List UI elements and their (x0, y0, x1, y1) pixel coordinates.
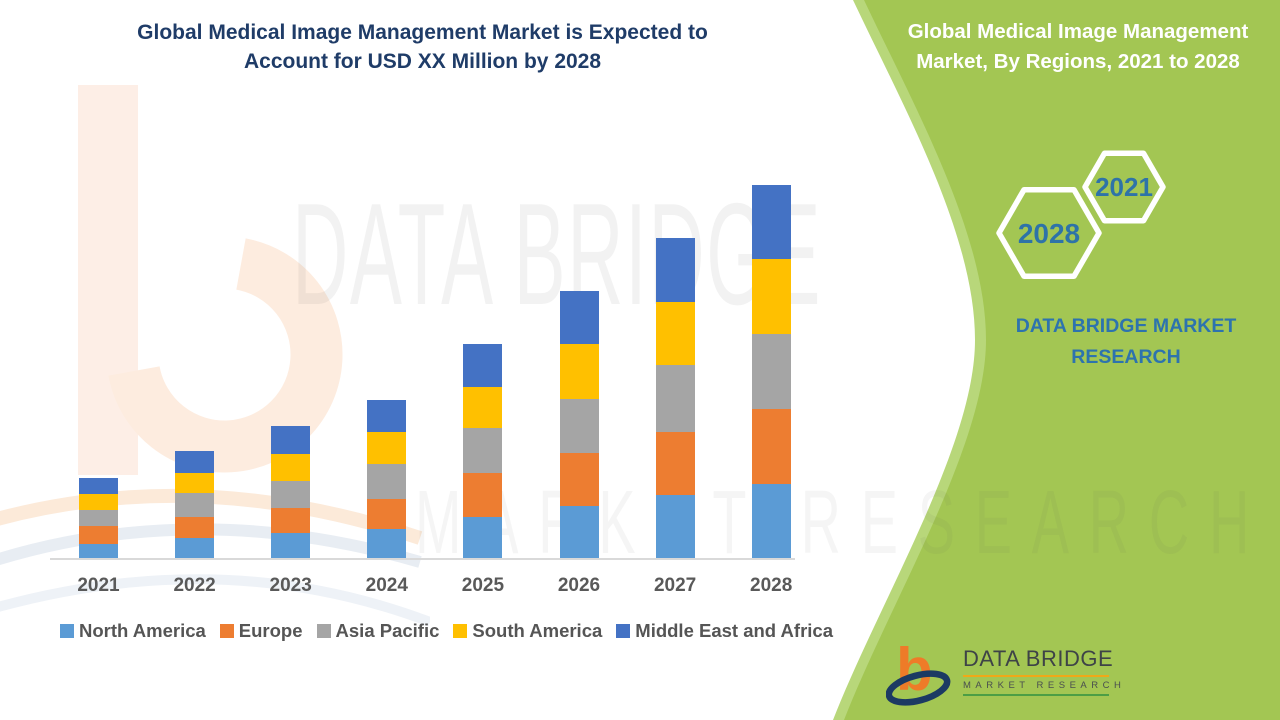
bar-segment-2026-south-america (559, 344, 599, 399)
bar-segment-2022-north-america (175, 538, 215, 559)
bar-segment-2023-south-america (271, 454, 311, 481)
bar-segment-2021-south-america (79, 494, 118, 510)
brand-text-line2: RESEARCH (1071, 346, 1181, 368)
bar-segment-2028-europe (751, 409, 791, 484)
year-hexagons: 2021 2028 (996, 150, 1166, 280)
x-axis-label-2026: 2026 (557, 575, 601, 596)
footer-logo-subtitle: MARKET RESEARCH (963, 680, 1126, 691)
panel-title-line2: Market, By Regions, 2021 to 2028 (916, 50, 1240, 73)
watermark-b-bowl (108, 238, 343, 473)
x-axis-label-2027: 2027 (653, 575, 697, 596)
x-axis-label-2023: 2023 (269, 575, 312, 596)
panel-title-line1: Global Medical Image Management (907, 20, 1249, 43)
hexagon-2028-icon (996, 186, 1102, 280)
footer-logo-rule-orange (963, 675, 1109, 677)
bar-segment-2025-south-america (463, 387, 503, 428)
x-axis-label-2021: 2021 (77, 575, 120, 596)
watermark-swoosh-light (0, 574, 430, 627)
bar-segment-2028-asia-pacific (751, 334, 791, 409)
bar-segment-2025-middle-east-and-africa (463, 344, 503, 387)
bar-segment-2027-europe (655, 432, 695, 495)
bar-segment-2028-south-america (751, 259, 791, 334)
bar-segment-2022-south-america (175, 473, 215, 493)
bar-segment-2021-north-america (79, 544, 118, 559)
bar-segment-2021-asia-pacific (79, 510, 118, 526)
watermark-b-icon (0, 85, 430, 627)
bar-segment-2021-europe (79, 526, 118, 544)
bar-segment-2026-asia-pacific (559, 399, 599, 453)
bar-segment-2024-europe (367, 499, 407, 529)
bar-segment-2022-middle-east-and-africa (175, 451, 215, 473)
x-axis-label-2025: 2025 (461, 575, 505, 596)
hexagon-2021-label: 2021 (1095, 172, 1153, 202)
watermark-text-line1: DATA BRIDGE (292, 173, 823, 336)
legend-item-north-america: North America (60, 620, 206, 642)
bar-segment-2027-middle-east-and-africa (655, 238, 695, 302)
legend: North America Europe Asia Pacific South Ame… (60, 620, 833, 642)
page-title-line2: Account for USD XX Million by 2028 (243, 50, 602, 73)
bar-segment-2026-middle-east-and-africa (559, 291, 599, 344)
green-panel-main (844, 0, 1280, 720)
legend-label: North America (79, 620, 206, 641)
logo-b-glyph: b (896, 636, 933, 703)
bar-segment-2027-south-america (655, 302, 695, 365)
brand-text-line1: DATA BRIDGE MARKET (1015, 315, 1237, 337)
bar-segment-2026-north-america (559, 506, 599, 559)
x-axis-label-2024: 2024 (365, 575, 408, 596)
legend-item-europe: Europe (219, 620, 303, 642)
x-axis-label-2022: 2022 (173, 575, 216, 596)
bar-segment-2024-middle-east-and-africa (367, 400, 407, 432)
x-axis-line (50, 558, 795, 560)
bar-segment-2026-europe (559, 453, 599, 506)
bar-segment-2022-europe (175, 517, 215, 538)
bar-segment-2025-north-america (463, 517, 503, 559)
legend-swatch-icon (316, 624, 331, 638)
hexagon-2021-icon (1082, 150, 1166, 224)
logo-swoosh-icon (886, 670, 951, 706)
legend-swatch-icon (453, 624, 468, 638)
footer-logo-name: DATA BRIDGE (963, 646, 1114, 671)
hexagon-2028-label: 2028 (1018, 218, 1080, 249)
bar-segment-2024-south-america (367, 432, 407, 464)
footer-logo-text: DATA BRIDGE MARKET RESEARCH (963, 634, 1125, 696)
bar-segment-2024-north-america (367, 529, 407, 559)
legend-item-south-america: South America (453, 620, 602, 642)
bar-segment-2027-north-america (655, 495, 695, 559)
footer-logo-rule-green (963, 694, 1109, 696)
legend-item-asia-pacific: Asia Pacific (316, 620, 440, 642)
legend-label: South America (472, 620, 603, 641)
bar-segment-2023-middle-east-and-africa (271, 426, 311, 454)
bar-segment-2023-asia-pacific (271, 481, 311, 508)
bar-segment-2028-middle-east-and-africa (751, 185, 791, 259)
legend-label: Europe (238, 620, 303, 641)
legend-label: Middle East and Africa (635, 620, 833, 641)
bar-segment-2025-asia-pacific (463, 428, 503, 473)
legend-item-middle-east-and-africa: Middle East and Africa (616, 620, 833, 642)
page-title-line1: Global Medical Image Management Market i… (137, 21, 708, 44)
bar-segment-2023-north-america (271, 533, 311, 559)
legend-label: Asia Pacific (335, 620, 440, 641)
legend-swatch-icon (219, 624, 234, 638)
bar-segment-2027-asia-pacific (655, 365, 695, 432)
panel-title: Global Medical Image Management Market, … (882, 17, 1274, 77)
legend-swatch-icon (616, 624, 631, 638)
watermark-text-line2: MARKET RESEARCH (415, 473, 1270, 574)
x-axis-label-2028: 2028 (750, 575, 793, 596)
bar-segment-2025-europe (463, 473, 503, 517)
logo-b-icon: b (886, 636, 951, 706)
footer-logo: b DATA BRIDGE MARKET RESEARCH (886, 634, 1125, 706)
legend-swatch-icon (60, 624, 74, 638)
bar-segment-2023-europe (271, 508, 311, 533)
bar-segment-2028-north-america (751, 484, 791, 559)
page-title: Global Medical Image Management Market i… (50, 18, 795, 76)
brand-text: DATA BRIDGE MARKET RESEARCH (995, 311, 1257, 373)
bar-segment-2024-asia-pacific (367, 464, 407, 499)
bar-segment-2021-middle-east-and-africa (79, 478, 118, 494)
bar-segment-2022-asia-pacific (175, 493, 215, 517)
